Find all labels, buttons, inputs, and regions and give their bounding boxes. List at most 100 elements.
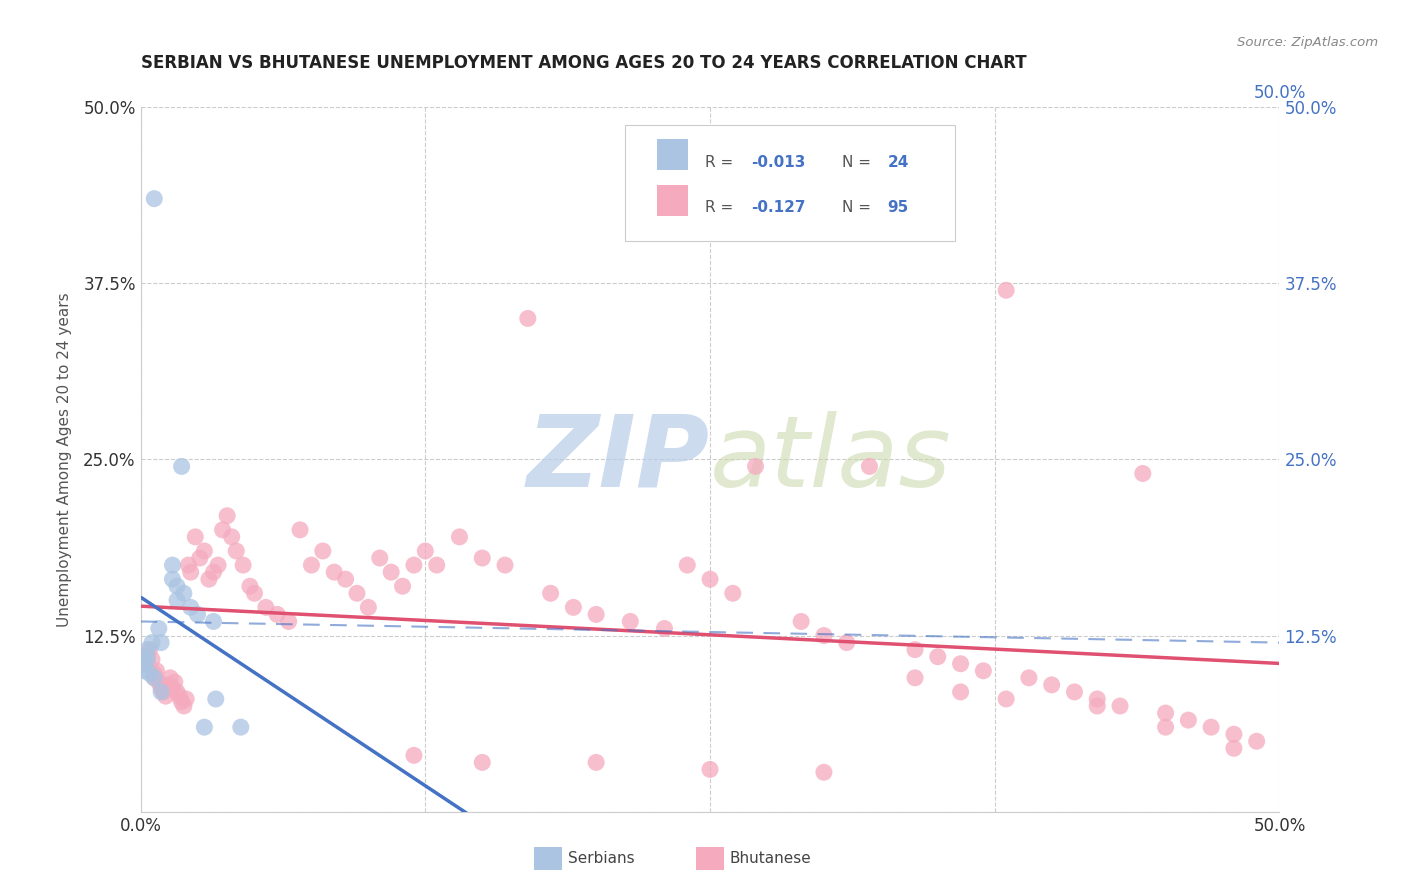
Text: Source: ZipAtlas.com: Source: ZipAtlas.com <box>1237 36 1378 49</box>
Text: 95: 95 <box>887 201 908 215</box>
Point <box>904 671 927 685</box>
Point <box>207 558 229 573</box>
Point <box>790 615 813 629</box>
Point <box>301 558 323 573</box>
Point <box>904 642 927 657</box>
Point <box>1223 727 1246 741</box>
Point <box>449 530 471 544</box>
Point <box>198 572 221 586</box>
Text: R =: R = <box>706 201 738 215</box>
Point <box>277 615 299 629</box>
Point <box>173 699 195 714</box>
Point <box>162 681 184 695</box>
Point <box>136 642 159 657</box>
Point <box>312 544 335 558</box>
Point <box>402 748 425 763</box>
Point <box>211 523 233 537</box>
Text: SERBIAN VS BHUTANESE UNEMPLOYMENT AMONG AGES 20 TO 24 YEARS CORRELATION CHART: SERBIAN VS BHUTANESE UNEMPLOYMENT AMONG … <box>141 54 1026 71</box>
Point <box>744 459 766 474</box>
Point <box>134 664 156 678</box>
Point <box>143 671 166 685</box>
Point <box>132 657 155 671</box>
Point <box>159 671 181 685</box>
Point <box>138 642 160 657</box>
Point <box>193 720 215 734</box>
Point <box>335 572 357 586</box>
Text: atlas: atlas <box>710 411 952 508</box>
Bar <box>657 139 689 170</box>
Point <box>1085 692 1108 706</box>
Text: 24: 24 <box>887 154 910 169</box>
Point <box>699 572 721 586</box>
Point <box>138 666 160 681</box>
Point <box>166 685 188 699</box>
Point <box>180 600 202 615</box>
Point <box>676 558 699 573</box>
Point <box>180 565 202 579</box>
Text: N =: N = <box>842 201 876 215</box>
Text: N =: N = <box>842 154 876 169</box>
Point <box>357 600 380 615</box>
Point <box>1154 720 1177 734</box>
Point <box>391 579 413 593</box>
Point <box>380 565 402 579</box>
Point <box>170 695 193 709</box>
Point <box>1246 734 1268 748</box>
Bar <box>657 185 689 216</box>
Point <box>254 600 277 615</box>
Point <box>217 508 239 523</box>
Point <box>813 628 835 642</box>
Point <box>1040 678 1063 692</box>
Point <box>288 523 311 537</box>
Point <box>193 544 215 558</box>
Point <box>699 763 721 777</box>
Point <box>858 459 880 474</box>
Point <box>136 649 159 664</box>
Point <box>186 607 209 622</box>
Point <box>585 756 607 770</box>
Point <box>243 586 266 600</box>
Point <box>972 664 994 678</box>
Point <box>162 572 184 586</box>
Point <box>402 558 425 573</box>
Point <box>239 579 262 593</box>
Point <box>1154 706 1177 720</box>
Point <box>169 689 191 703</box>
Point <box>619 615 641 629</box>
Point <box>150 635 173 649</box>
Point <box>232 558 254 573</box>
Point <box>1177 713 1199 727</box>
Point <box>221 530 243 544</box>
Point <box>143 666 166 681</box>
Point <box>163 675 186 690</box>
Point <box>415 544 437 558</box>
Point <box>204 692 226 706</box>
Point <box>143 192 166 206</box>
Point <box>150 685 173 699</box>
Point <box>225 544 247 558</box>
Point <box>152 685 174 699</box>
Point <box>134 649 156 664</box>
Text: -0.013: -0.013 <box>751 154 806 169</box>
Point <box>426 558 449 573</box>
Point <box>156 678 179 692</box>
Point <box>494 558 516 573</box>
Y-axis label: Unemployment Among Ages 20 to 24 years: Unemployment Among Ages 20 to 24 years <box>58 292 72 627</box>
Point <box>136 652 159 666</box>
Point <box>949 657 972 671</box>
Point <box>266 607 288 622</box>
Text: -0.127: -0.127 <box>751 201 806 215</box>
Point <box>346 586 368 600</box>
Point <box>721 586 744 600</box>
Point <box>162 558 184 573</box>
Point <box>141 635 163 649</box>
Point <box>1109 699 1132 714</box>
Point <box>202 615 225 629</box>
Point <box>174 692 197 706</box>
Point <box>516 311 538 326</box>
Point <box>1085 699 1108 714</box>
Point <box>471 551 494 566</box>
Point <box>471 756 494 770</box>
Point <box>155 689 177 703</box>
Point <box>813 765 835 780</box>
